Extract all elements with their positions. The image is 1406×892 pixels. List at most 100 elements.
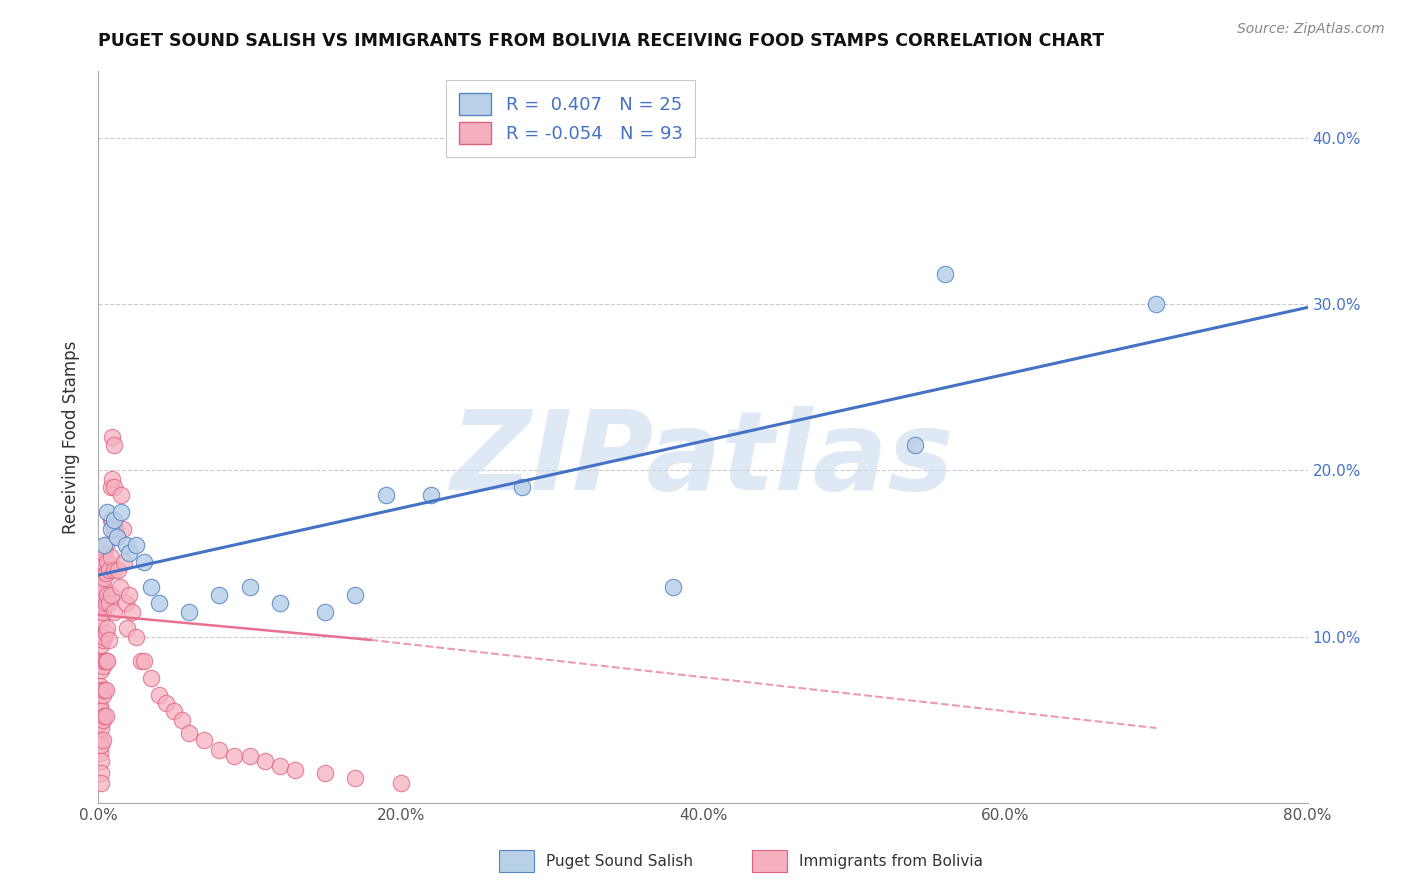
Point bbox=[94, 626, 117, 640]
Point bbox=[94, 682, 117, 697]
Point bbox=[103, 513, 125, 527]
Point bbox=[344, 771, 367, 785]
Point bbox=[90, 754, 112, 768]
Point bbox=[129, 655, 152, 669]
Point bbox=[90, 563, 112, 577]
Point bbox=[93, 630, 115, 644]
Point bbox=[114, 596, 136, 610]
Point bbox=[89, 655, 111, 669]
Point bbox=[141, 671, 163, 685]
Point bbox=[89, 580, 111, 594]
Point bbox=[89, 630, 111, 644]
Point bbox=[96, 588, 118, 602]
Point bbox=[100, 513, 122, 527]
Point bbox=[121, 605, 143, 619]
Point bbox=[96, 621, 118, 635]
Point bbox=[103, 480, 125, 494]
Point bbox=[90, 663, 112, 677]
Point bbox=[103, 605, 125, 619]
Point bbox=[125, 538, 148, 552]
Point bbox=[94, 538, 117, 552]
Point bbox=[89, 680, 111, 694]
Point bbox=[374, 488, 396, 502]
Point bbox=[239, 749, 262, 764]
Point bbox=[93, 538, 115, 552]
Point bbox=[91, 632, 114, 647]
Point bbox=[118, 588, 141, 602]
Point bbox=[193, 732, 215, 747]
Point bbox=[934, 267, 956, 281]
Point bbox=[96, 655, 118, 669]
Point bbox=[132, 555, 155, 569]
Point bbox=[93, 599, 115, 614]
Point bbox=[98, 632, 121, 647]
Point bbox=[100, 588, 122, 602]
Point bbox=[510, 480, 533, 494]
Point bbox=[148, 596, 170, 610]
Text: PUGET SOUND SALISH VS IMMIGRANTS FROM BOLIVIA RECEIVING FOOD STAMPS CORRELATION : PUGET SOUND SALISH VS IMMIGRANTS FROM BO… bbox=[98, 32, 1105, 50]
Point bbox=[179, 726, 201, 740]
Point bbox=[208, 742, 231, 756]
Point bbox=[89, 605, 111, 619]
Point bbox=[132, 655, 155, 669]
Point bbox=[90, 638, 112, 652]
Point bbox=[89, 732, 111, 747]
Point bbox=[90, 765, 112, 780]
Point bbox=[104, 521, 127, 535]
Point bbox=[208, 588, 231, 602]
Point bbox=[98, 563, 121, 577]
Point bbox=[96, 555, 118, 569]
Point bbox=[111, 521, 134, 535]
Point bbox=[100, 480, 122, 494]
Point bbox=[105, 530, 128, 544]
Point bbox=[284, 763, 307, 777]
Point bbox=[179, 605, 201, 619]
Point bbox=[118, 546, 141, 560]
Point bbox=[94, 709, 117, 723]
Point bbox=[110, 505, 132, 519]
Point bbox=[344, 588, 367, 602]
Point bbox=[389, 776, 412, 790]
Point bbox=[91, 732, 114, 747]
Point bbox=[91, 555, 114, 569]
Point bbox=[105, 530, 128, 544]
Point bbox=[94, 566, 117, 581]
Point bbox=[110, 488, 132, 502]
Point bbox=[93, 655, 115, 669]
Point bbox=[224, 749, 246, 764]
Point bbox=[163, 705, 186, 719]
Point bbox=[91, 605, 114, 619]
Text: Immigrants from Bolivia: Immigrants from Bolivia bbox=[799, 854, 983, 869]
Point bbox=[141, 580, 163, 594]
Point bbox=[239, 580, 262, 594]
Point bbox=[93, 546, 115, 560]
Point bbox=[253, 754, 276, 768]
Point bbox=[90, 613, 112, 627]
Point bbox=[90, 776, 112, 790]
Y-axis label: Receiving Food Stamps: Receiving Food Stamps bbox=[62, 341, 80, 533]
Point bbox=[93, 709, 115, 723]
Point bbox=[108, 580, 131, 594]
Point bbox=[90, 721, 112, 735]
Point bbox=[269, 596, 291, 610]
Point bbox=[90, 588, 112, 602]
Point bbox=[103, 438, 125, 452]
Point bbox=[420, 488, 443, 502]
Point bbox=[90, 682, 112, 697]
Point bbox=[89, 699, 111, 714]
Point bbox=[100, 521, 122, 535]
Point bbox=[114, 538, 136, 552]
Text: Source: ZipAtlas.com: Source: ZipAtlas.com bbox=[1237, 22, 1385, 37]
Point bbox=[90, 705, 112, 719]
Point bbox=[90, 738, 112, 752]
Point bbox=[91, 713, 114, 727]
Point bbox=[155, 696, 177, 710]
Point bbox=[314, 605, 336, 619]
Point bbox=[91, 688, 114, 702]
Point bbox=[93, 571, 115, 585]
Point bbox=[103, 521, 125, 535]
Point bbox=[170, 713, 193, 727]
Point bbox=[94, 596, 117, 610]
Point bbox=[89, 716, 111, 731]
Text: Puget Sound Salish: Puget Sound Salish bbox=[546, 854, 693, 869]
